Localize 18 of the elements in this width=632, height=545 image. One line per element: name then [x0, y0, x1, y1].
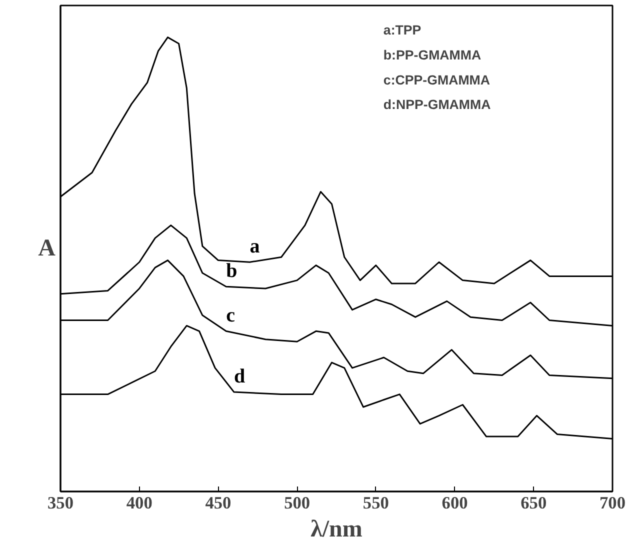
annotation: b:PP-GMAMMA: [383, 47, 482, 62]
x-tick-label: 550: [362, 494, 389, 512]
x-tick-label: 700: [600, 494, 626, 512]
series-label: d: [234, 365, 246, 388]
x-tick-label: 400: [126, 494, 152, 512]
series-label: a: [250, 236, 260, 258]
series-label: c: [226, 304, 236, 327]
x-axis-title: λ/nm: [310, 516, 362, 542]
x-tick-label: 350: [48, 494, 74, 512]
x-tick-label: 650: [520, 494, 547, 512]
annotation: d:NPP-GMAMMA: [383, 97, 492, 112]
y-axis-title: A: [38, 236, 56, 262]
annotation: c:CPP-GMAMMA: [383, 72, 490, 88]
series-label: b: [226, 260, 238, 282]
x-tick-label: 450: [205, 494, 232, 512]
text: a:TPP: [383, 22, 422, 38]
x-tick-label: 500: [284, 494, 310, 512]
x-tick-label: 600: [442, 494, 468, 512]
